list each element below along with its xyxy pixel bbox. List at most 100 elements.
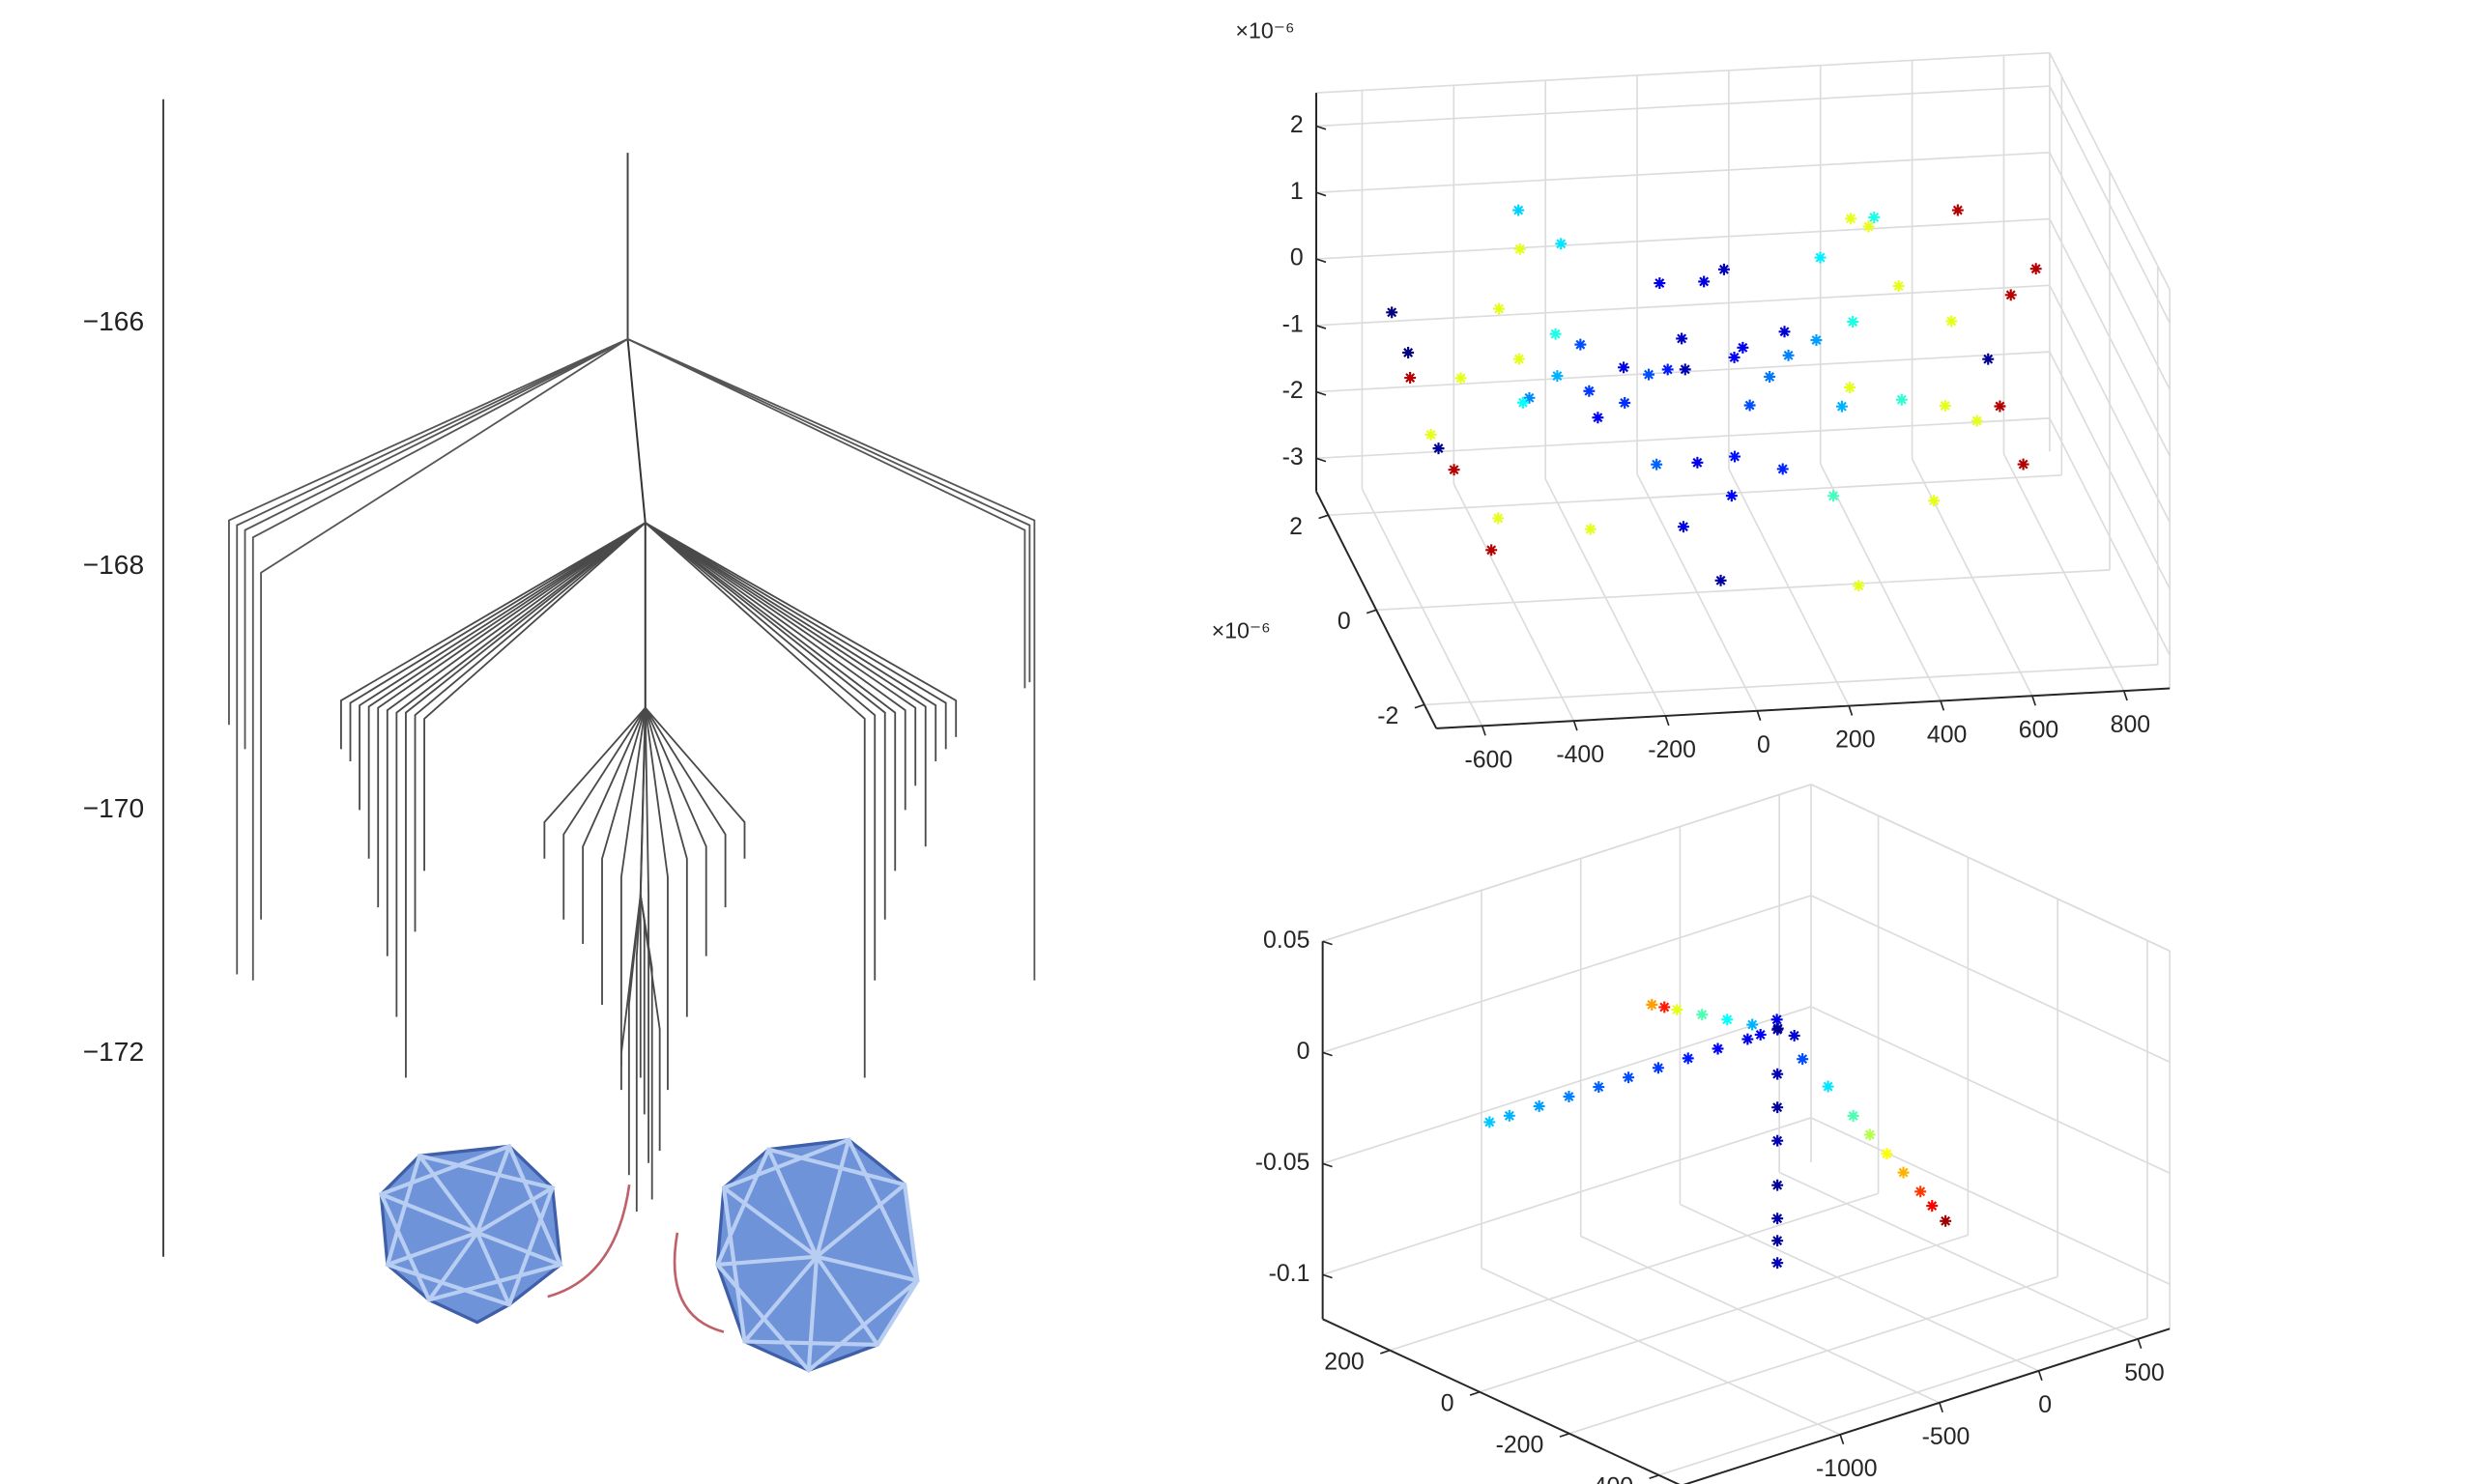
y-tick-label: 0 (1441, 1391, 1454, 1417)
scatter-point (1643, 368, 1654, 381)
grid-line (1315, 217, 2050, 260)
scatter-3d-panel: -1000 -500 0 500 -400 -200 0 200 -0.1 -0.05 0 0.05 (1255, 784, 2172, 1484)
x-tick (1848, 705, 1854, 716)
scatter-point (1741, 1033, 1754, 1045)
dendrogram-leaf (582, 707, 647, 944)
dendrogram-leaf (635, 895, 642, 1213)
scatter-point (1940, 1214, 1952, 1227)
scatter-point (1939, 399, 1951, 412)
x-tick (1572, 720, 1578, 731)
dendrogram-leaf (644, 707, 649, 1163)
scatter-point (1926, 1200, 1939, 1213)
scatter-point (1512, 353, 1525, 365)
dendrogram-leaf (543, 706, 647, 859)
scatter-point (1721, 1013, 1734, 1026)
scatter-point (1914, 1185, 1927, 1198)
scatter-point (1728, 351, 1740, 363)
x-tick-label: 0 (2038, 1392, 2052, 1418)
x-tick-label: -400 (1556, 742, 1604, 768)
x-tick (2122, 690, 2128, 701)
dendrogram-leaf (644, 707, 669, 1091)
scatter-point (1776, 463, 1789, 475)
dendrogram-leaf (645, 522, 906, 811)
scatter-point (1845, 213, 1857, 225)
scatter-point (1770, 1013, 1783, 1026)
x-tick-label: 400 (1927, 722, 1967, 748)
z-tick (1315, 390, 1327, 396)
y-axis-line (1315, 491, 1438, 729)
grid-line (2049, 417, 2171, 656)
dendrogram-leaf (377, 522, 647, 908)
dendrogram-leaf (414, 522, 647, 932)
box-edge (1810, 784, 2171, 952)
scatter-point (1971, 414, 1983, 427)
scatter-point (1771, 1257, 1784, 1270)
scatter-point (1862, 220, 1875, 233)
scatter-point (1682, 1052, 1694, 1065)
y-tick (1559, 1433, 1570, 1438)
dendrogram-leaf (645, 706, 746, 859)
dendrogram-leaf (645, 522, 937, 762)
scatter-point (1778, 326, 1791, 338)
z-tick (1315, 324, 1327, 329)
grid-line (1479, 1234, 1969, 1393)
scatter-point (1897, 1166, 1910, 1179)
scatter-point (1503, 1109, 1515, 1122)
scatter-point (1448, 464, 1460, 476)
dendrogram-leaf (619, 707, 647, 1066)
dendrogram-leaf (367, 522, 647, 859)
x-tick-label: -1000 (1816, 1456, 1878, 1482)
scatter-point (1771, 1022, 1784, 1035)
x-axis-line (1436, 687, 2171, 729)
scatter-point (1661, 363, 1674, 376)
scatter-point (1492, 512, 1505, 525)
dendrogram-leaf (645, 522, 866, 1078)
scatter-point (1771, 1179, 1784, 1191)
y-tick-label: -200 (1496, 1433, 1544, 1459)
dendrogram-leaf (244, 338, 628, 750)
scatter-point (1822, 1080, 1834, 1093)
scatter-point (1994, 400, 2006, 413)
scatter-point (1847, 316, 1859, 328)
grid-line (2049, 85, 2171, 324)
x-tick (1481, 726, 1486, 736)
cage-left (378, 1143, 563, 1325)
scatter-point (1654, 277, 1666, 290)
grid-line (1322, 895, 1812, 1054)
dendrogram-leaf (645, 522, 897, 871)
scatter-point (1512, 204, 1525, 216)
dendrogram-leaf (627, 895, 642, 1176)
scatter-point (1788, 1029, 1800, 1042)
z-tick-label: -3 (1282, 444, 1304, 471)
dendrogram-leaf (340, 522, 647, 750)
dendrogram-leaf (645, 522, 927, 847)
scatter-point (1881, 1148, 1893, 1160)
scatter-point (1658, 1001, 1671, 1013)
scatter-point (1725, 490, 1738, 502)
y-tick-label: −166 (83, 306, 144, 336)
dendrogram-leaf (644, 707, 727, 908)
connector-curve (673, 1232, 725, 1333)
grid-line (1376, 569, 2111, 612)
scatter-point (1729, 450, 1740, 463)
grid-line (1328, 473, 2062, 517)
z-multiplier: ×10⁻⁶ (1235, 17, 1294, 43)
scatter-point (1895, 393, 1908, 406)
z-tick-label: 0.05 (1263, 928, 1309, 954)
y-tick (1414, 703, 1425, 709)
scatter-point (1555, 238, 1568, 250)
grid-line (1810, 1006, 2171, 1175)
y-tick-label: -400 (1585, 1474, 1633, 1484)
dendrogram-leaf (645, 522, 886, 920)
scatter-point (1714, 574, 1727, 586)
scatter-point (1454, 372, 1467, 385)
z-tick-label: 0 (1290, 245, 1304, 271)
scatter-point (1696, 1009, 1709, 1021)
dendrogram-leaf (644, 707, 707, 956)
scatter-point (1771, 1235, 1784, 1247)
grid-line (1810, 895, 2171, 1063)
box-edge (1322, 784, 1812, 943)
scatter-point (2017, 458, 2029, 471)
grid-line (1315, 151, 2050, 194)
